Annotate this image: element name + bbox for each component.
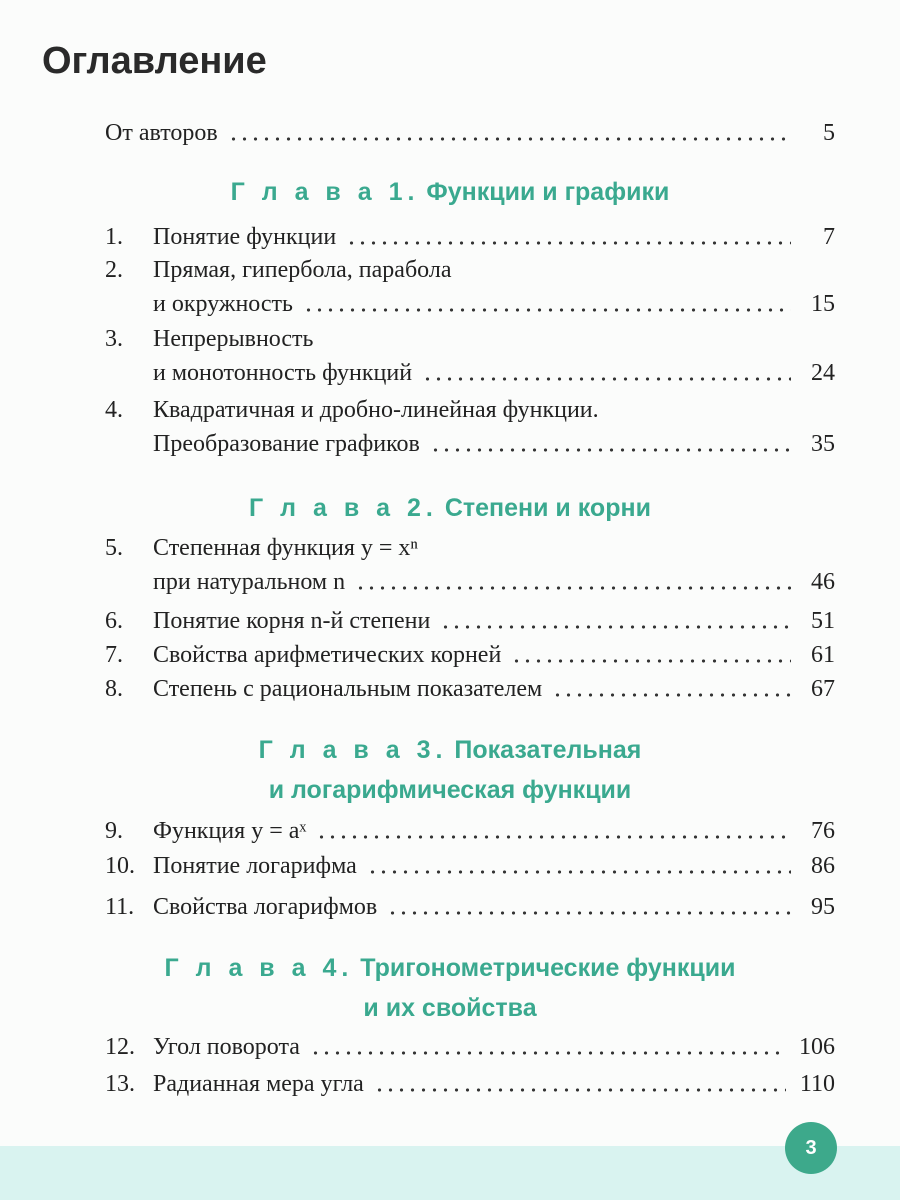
page-title: Оглавление xyxy=(42,40,267,82)
entry-text: Понятие логарифма xyxy=(153,853,357,879)
dot-leader xyxy=(387,910,791,916)
toc-entry[interactable]: 9. Функция y = aˣ 76 xyxy=(105,814,835,848)
entry-page: 7 xyxy=(823,224,835,250)
chapter-name-cont: и их свойства xyxy=(363,994,537,1022)
chapter-name: Степени и корни xyxy=(444,494,651,522)
entry-page: 15 xyxy=(811,291,835,317)
entry-number: 6. xyxy=(105,608,123,634)
entry-number: 7. xyxy=(105,642,123,668)
chapter-label: Г л а в а 2. xyxy=(249,494,438,522)
toc-entry-intro[interactable]: От авторов 5 xyxy=(105,116,835,150)
entry-text: Свойства логарифмов xyxy=(153,894,378,920)
entry-text: Свойства арифметических корней xyxy=(153,642,502,668)
toc-entry[interactable]: 10. Понятие логарифма 86 xyxy=(105,849,835,883)
entry-text: Прямая, гипербола, парабола xyxy=(153,257,452,283)
chapter-name-cont: и логарифмическая функции xyxy=(268,776,632,804)
dot-leader xyxy=(552,692,791,698)
dot-leader xyxy=(309,1050,785,1056)
entry-page: 35 xyxy=(811,431,835,457)
entry-page: 24 xyxy=(811,360,835,386)
toc-entry[interactable]: 3. Непрерывность и монотонность функций 24 xyxy=(105,322,835,390)
toc-entry[interactable]: 8. Степень с рациональным показателем 67 xyxy=(105,672,835,706)
entry-number: 1. xyxy=(105,224,123,250)
page-number-badge: 3 xyxy=(785,1122,837,1174)
entry-page: 76 xyxy=(811,818,835,844)
entry-text-cont: и монотонность функций xyxy=(153,360,413,386)
toc-entry[interactable]: 12. Угол поворота 106 xyxy=(105,1030,835,1064)
entry-page: 110 xyxy=(799,1071,835,1097)
entry-text: Понятие функции xyxy=(153,224,337,250)
entry-page: 61 xyxy=(811,642,835,668)
toc-entry[interactable]: 4. Квадратичная и дробно-линейная функции… xyxy=(105,393,835,461)
chapter-heading: Г л а в а 4. Тригонометрические функции и… xyxy=(0,948,900,1028)
entry-text: Угол поворота xyxy=(153,1034,300,1060)
entry-number: 3. xyxy=(105,326,123,352)
entry-text: Степень с рациональным показателем xyxy=(153,676,543,702)
entry-text: Функция y = aˣ xyxy=(153,818,307,844)
entry-text-cont: и окружность xyxy=(153,291,293,317)
toc-entry[interactable]: 5. Степенная функция y = xⁿ при натурально… xyxy=(105,531,835,599)
toc-entry[interactable]: 11. Свойства логарифмов 95 xyxy=(105,890,835,924)
chapter-label: Г л а в а 3. xyxy=(258,736,448,764)
toc-entry[interactable]: 1. Понятие функции 7 xyxy=(105,220,835,254)
toc-entry[interactable]: 7. Свойства арифметических корней 61 xyxy=(105,638,835,672)
chapter-label: Г л а в а 4. xyxy=(164,954,354,982)
dot-leader xyxy=(302,307,791,313)
dot-leader xyxy=(422,376,791,382)
entry-number: 2. xyxy=(105,257,123,283)
chapter-heading: Г л а в а 1. Функции и графики xyxy=(0,172,900,212)
entry-number: 9. xyxy=(105,818,123,844)
dot-leader xyxy=(511,658,791,664)
dot-leader xyxy=(366,869,791,875)
dot-leader xyxy=(373,1087,786,1093)
toc-entry[interactable]: 13. Радианная мера угла 110 xyxy=(105,1067,835,1101)
dot-leader xyxy=(346,240,791,246)
chapter-name: Тригонометрические функции xyxy=(360,954,736,982)
bottom-band xyxy=(0,1146,900,1200)
dot-leader xyxy=(440,624,791,630)
dot-leader xyxy=(429,447,791,453)
entry-text-cont: Преобразование графиков xyxy=(153,431,420,457)
entry-page: 46 xyxy=(811,569,835,595)
entry-text: Понятие корня n-й степени xyxy=(153,608,431,634)
chapter-heading: Г л а в а 3. Показательная и логарифмичес… xyxy=(0,730,900,810)
entry-number: 5. xyxy=(105,535,123,561)
chapter-name: Функции и графики xyxy=(426,178,670,206)
entry-page: 67 xyxy=(811,676,835,702)
entry-number: 8. xyxy=(105,676,123,702)
entry-page: 51 xyxy=(811,608,835,634)
entry-page: 5 xyxy=(823,120,835,146)
entry-number: 12. xyxy=(105,1034,135,1060)
entry-page: 95 xyxy=(811,894,835,920)
chapter-name: Показательная xyxy=(454,736,642,764)
toc-entry[interactable]: 2. Прямая, гипербола, парабола и окружност… xyxy=(105,253,835,321)
entry-text: Непрерывность xyxy=(153,326,314,352)
entry-number: 13. xyxy=(105,1071,135,1097)
entry-text: Квадратичная и дробно-линейная функции. xyxy=(153,397,599,423)
dot-leader xyxy=(227,136,791,142)
entry-page: 106 xyxy=(799,1034,835,1060)
entry-text: Степенная функция y = xⁿ xyxy=(153,535,418,561)
chapter-label: Г л а в а 1. xyxy=(230,178,420,206)
entry-text-cont: при натуральном n xyxy=(153,569,346,595)
entry-page: 86 xyxy=(811,853,835,879)
entry-text: Радианная мера угла xyxy=(153,1071,364,1097)
toc-entry[interactable]: 6. Понятие корня n-й степени 51 xyxy=(105,604,835,638)
dot-leader xyxy=(316,834,791,840)
entry-number: 10. xyxy=(105,853,135,879)
dot-leader xyxy=(355,585,791,591)
entry-text: От авторов xyxy=(105,120,218,146)
chapter-heading: Г л а в а 2. Степени и корни xyxy=(0,488,900,528)
entry-number: 4. xyxy=(105,397,123,423)
entry-number: 11. xyxy=(105,894,135,920)
